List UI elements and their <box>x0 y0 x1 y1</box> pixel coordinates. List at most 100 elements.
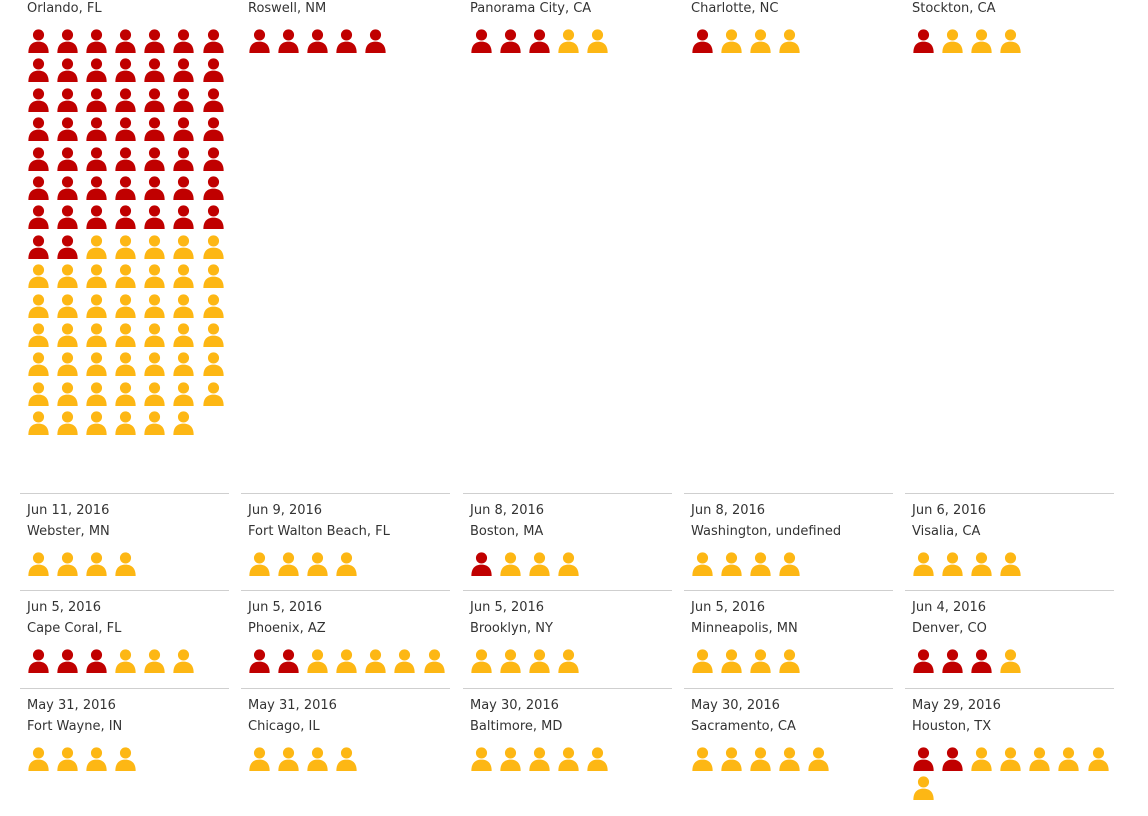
victim-icons <box>245 27 450 56</box>
killed-person-icon <box>140 115 169 144</box>
injured-person-icon <box>525 745 554 774</box>
injured-person-icon <box>24 321 53 350</box>
killed-person-icon <box>496 27 525 56</box>
injured-person-icon <box>24 292 53 321</box>
incident-card: Jun 5, 2016 Minneapolis, MN <box>684 590 893 690</box>
injured-person-icon <box>775 550 804 579</box>
incident-location: Fort Walton Beach, FL <box>248 524 390 539</box>
killed-person-icon <box>245 647 274 676</box>
killed-person-icon <box>169 56 198 85</box>
killed-person-icon <box>53 233 82 262</box>
injured-person-icon <box>53 321 82 350</box>
killed-person-icon <box>111 115 140 144</box>
killed-person-icon <box>140 56 169 85</box>
injured-person-icon <box>332 745 361 774</box>
incident-location: Cape Coral, FL <box>27 621 122 636</box>
card-divider <box>684 590 893 591</box>
killed-person-icon <box>332 27 361 56</box>
incident-card: Jun 5, 2016 Brooklyn, NY <box>463 590 672 690</box>
killed-person-icon <box>53 115 82 144</box>
incident-card: Jun 5, 2016 Cape Coral, FL <box>20 590 229 690</box>
injured-person-icon <box>245 550 274 579</box>
injured-person-icon <box>804 745 833 774</box>
killed-person-icon <box>111 27 140 56</box>
incident-card: Jun 8, 2016 Boston, MA <box>463 493 672 593</box>
killed-person-icon <box>140 174 169 203</box>
killed-person-icon <box>82 145 111 174</box>
killed-person-icon <box>525 27 554 56</box>
incident-location: Baltimore, MD <box>470 719 563 734</box>
killed-person-icon <box>467 550 496 579</box>
injured-person-icon <box>111 745 140 774</box>
injured-person-icon <box>467 647 496 676</box>
incident-date: Jun 9, 2016 <box>248 503 323 518</box>
injured-person-icon <box>111 647 140 676</box>
incident-card: May 31, 2016 Chicago, IL <box>241 688 450 788</box>
card-divider <box>463 590 672 591</box>
card-divider <box>20 688 229 689</box>
injured-person-icon <box>169 292 198 321</box>
injured-person-icon <box>199 380 228 409</box>
injured-person-icon <box>909 550 938 579</box>
killed-person-icon <box>24 115 53 144</box>
injured-person-icon <box>111 233 140 262</box>
injured-person-icon <box>909 774 938 803</box>
victim-icons <box>467 647 672 676</box>
incident-date: Jun 4, 2016 <box>912 600 987 615</box>
killed-person-icon <box>938 745 967 774</box>
injured-person-icon <box>554 27 583 56</box>
killed-person-icon <box>245 27 274 56</box>
injured-person-icon <box>496 647 525 676</box>
killed-person-icon <box>24 174 53 203</box>
incident-date: May 31, 2016 <box>248 698 337 713</box>
injured-person-icon <box>274 745 303 774</box>
killed-person-icon <box>169 27 198 56</box>
killed-person-icon <box>140 203 169 232</box>
killed-person-icon <box>688 27 717 56</box>
injured-person-icon <box>390 647 419 676</box>
incident-date: May 30, 2016 <box>691 698 780 713</box>
victim-icons <box>24 27 229 438</box>
incident-date: May 29, 2016 <box>912 698 1001 713</box>
injured-person-icon <box>169 409 198 438</box>
injured-person-icon <box>53 409 82 438</box>
killed-person-icon <box>24 27 53 56</box>
killed-person-icon <box>169 203 198 232</box>
injured-person-icon <box>199 321 228 350</box>
injured-person-icon <box>53 292 82 321</box>
incident-location: Chicago, IL <box>248 719 320 734</box>
injured-person-icon <box>420 647 449 676</box>
injured-person-icon <box>746 745 775 774</box>
killed-person-icon <box>199 203 228 232</box>
injured-person-icon <box>688 550 717 579</box>
incident-location: Roswell, NM <box>248 1 327 16</box>
incident-location: Washington, undefined <box>691 524 842 539</box>
injured-person-icon <box>82 262 111 291</box>
incident-date: Jun 6, 2016 <box>912 503 987 518</box>
killed-person-icon <box>199 56 228 85</box>
incident-location: Visalia, CA <box>912 524 981 539</box>
injured-person-icon <box>775 647 804 676</box>
injured-person-icon <box>169 321 198 350</box>
injured-person-icon <box>24 380 53 409</box>
injured-person-icon <box>525 647 554 676</box>
incident-location: Fort Wayne, IN <box>27 719 123 734</box>
incident-card: Jun 11, 2016Charlotte, NC <box>684 0 893 70</box>
injured-person-icon <box>746 647 775 676</box>
incident-date: Jun 5, 2016 <box>248 600 323 615</box>
injured-person-icon <box>554 550 583 579</box>
injured-person-icon <box>111 409 140 438</box>
victim-icons <box>688 647 893 676</box>
card-divider <box>905 688 1114 689</box>
incident-card: Jun 4, 2016 Denver, CO <box>905 590 1114 690</box>
killed-person-icon <box>199 115 228 144</box>
killed-person-icon <box>274 647 303 676</box>
injured-person-icon <box>303 745 332 774</box>
injured-person-icon <box>1025 745 1054 774</box>
killed-person-icon <box>111 174 140 203</box>
victim-icons <box>909 550 1114 579</box>
injured-person-icon <box>274 550 303 579</box>
killed-person-icon <box>111 145 140 174</box>
killed-person-icon <box>82 203 111 232</box>
injured-person-icon <box>746 27 775 56</box>
